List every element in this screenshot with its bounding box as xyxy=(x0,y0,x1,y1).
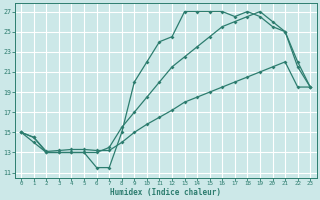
X-axis label: Humidex (Indice chaleur): Humidex (Indice chaleur) xyxy=(110,188,221,197)
